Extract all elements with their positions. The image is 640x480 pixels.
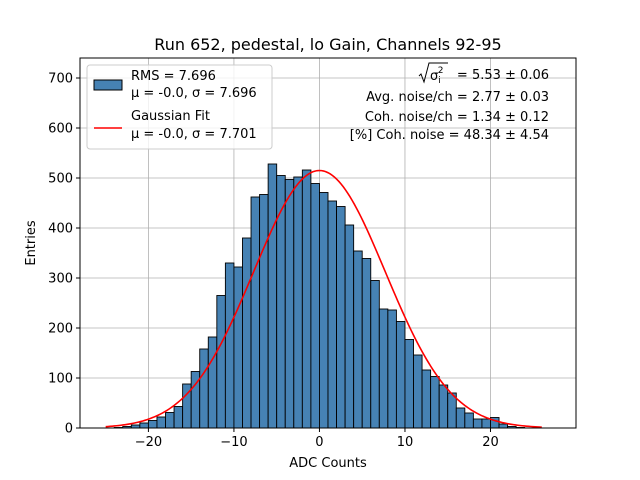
y-tick-label: 400 (48, 222, 73, 237)
histogram-bar (404, 339, 414, 429)
histogram-bar (165, 412, 175, 429)
histogram-bar (421, 369, 432, 429)
y-tick-label: 0 (65, 422, 73, 437)
y-tick-label: 200 (48, 322, 73, 337)
x-tick-label: 0 (315, 435, 323, 450)
coh-noise-text: Coh. noise/ch = 1.34 ± 0.12 (365, 110, 549, 125)
noise-annotations: σi2 = 5.53 ± 0.06 Avg. noise/ch = 2.77 ±… (350, 62, 549, 143)
histogram-bar (395, 321, 406, 429)
legend-fit-line1: Gaussian Fit (131, 109, 210, 124)
histogram-bars (113, 163, 526, 429)
histogram-bar (224, 262, 235, 429)
y-axis-label: Entries (24, 220, 39, 266)
sqrt-subscript: i (438, 76, 441, 86)
histogram-bar (139, 422, 149, 429)
y-tick-label: 600 (48, 122, 73, 137)
sqrt-superscript: 2 (438, 66, 444, 76)
histogram-bar (250, 196, 261, 429)
histogram-bar (242, 237, 252, 429)
x-axis-ticks: −20 −10 0 10 20 (135, 428, 499, 450)
coh-noise-percent-text: [%] Coh. noise = 48.34 ± 4.54 (350, 128, 549, 143)
histogram-bar (173, 406, 184, 429)
legend-histogram-line2: μ = -0.0, σ = 7.696 (131, 86, 257, 101)
y-tick-label: 300 (48, 272, 73, 287)
y-tick-label: 500 (48, 172, 73, 187)
y-tick-label: 700 (48, 72, 73, 87)
legend: RMS = 7.696 μ = -0.0, σ = 7.696 Gaussian… (86, 64, 273, 150)
legend-fit-line2: μ = -0.0, σ = 7.701 (131, 127, 257, 142)
histogram-bar (472, 418, 483, 429)
histogram-bar (498, 423, 509, 429)
histogram-bar (361, 258, 372, 429)
histogram-bar (267, 163, 278, 429)
x-tick-label: 10 (397, 435, 414, 450)
legend-box (86, 64, 273, 150)
sqrt-sigma: σi2 (430, 66, 444, 86)
histogram-bar (438, 384, 449, 429)
histogram-bar (370, 280, 380, 429)
histogram-bar (233, 266, 243, 429)
histogram-bar (353, 250, 363, 429)
histogram-bar (413, 354, 423, 429)
histogram-bar (259, 194, 269, 429)
x-tick-label: 20 (482, 435, 499, 450)
histogram-bar (378, 308, 389, 429)
histogram-bar (318, 192, 329, 429)
histogram-bar (207, 336, 218, 429)
histogram-bar (387, 309, 397, 429)
histogram-bar (464, 412, 474, 429)
histogram-bar (301, 169, 312, 429)
histogram-bar (327, 200, 338, 429)
histogram-bar (430, 376, 440, 429)
sqrt-symbol (418, 62, 448, 84)
plot-frame (79, 57, 577, 429)
histogram-bar (455, 407, 466, 429)
histogram-bar (481, 418, 491, 429)
gaussian-fit-line (105, 169, 542, 428)
x-axis-label: ADC Counts (289, 456, 367, 471)
histogram-bar (336, 206, 346, 429)
histogram-bar (310, 183, 320, 429)
histogram-bar (156, 416, 166, 429)
legend-swatch-histogram (93, 79, 123, 91)
histogram-bar (199, 348, 209, 429)
x-tick-label: −10 (220, 435, 247, 450)
histogram-bar (293, 176, 303, 429)
y-tick-label: 100 (48, 372, 73, 387)
legend-histogram-line1: RMS = 7.696 (131, 69, 216, 84)
histogram-bar (344, 224, 355, 429)
histogram-bar (276, 175, 286, 429)
histogram-bar (447, 392, 457, 429)
histogram-bar (216, 295, 226, 429)
histogram-bar (147, 420, 158, 429)
x-tick-label: −20 (135, 435, 162, 450)
sqrt-value: = 5.53 ± 0.06 (457, 68, 549, 83)
avg-noise-text: Avg. noise/ch = 2.77 ± 0.03 (366, 90, 549, 105)
chart-title: Run 652, pedestal, lo Gain, Channels 92-… (154, 35, 501, 54)
y-axis-ticks: 0 100 200 300 400 500 600 700 (48, 72, 80, 437)
histogram-bar (284, 179, 295, 429)
